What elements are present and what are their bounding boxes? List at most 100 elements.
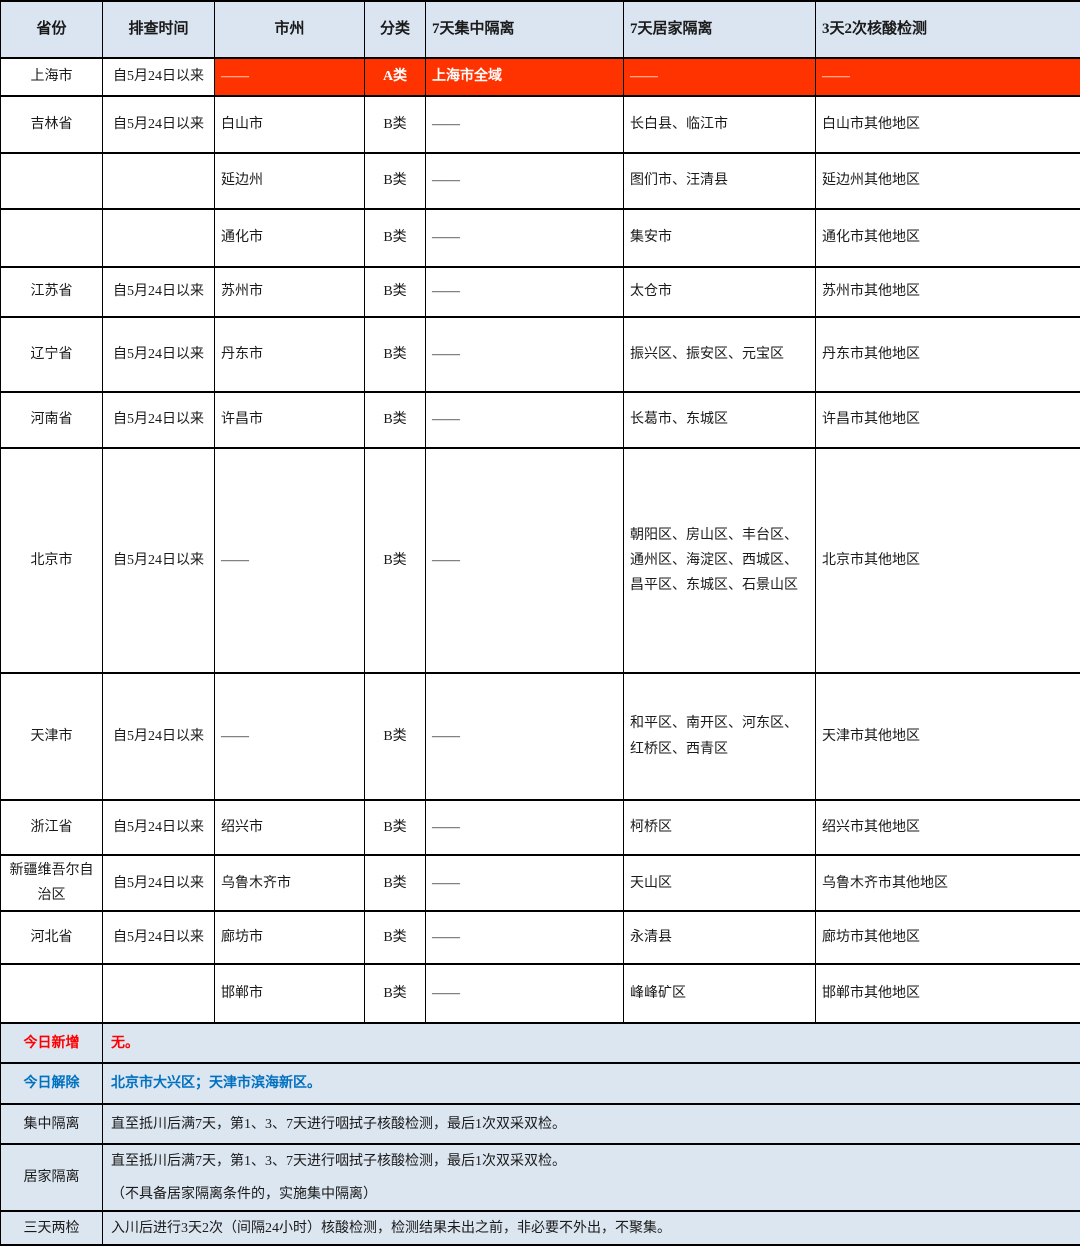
cell-check-time: 自5月24日以来: [103, 673, 215, 800]
cell-nucleic-test-3d2: 天津市其他地区: [816, 673, 1080, 800]
cell-home-quarantine-7d: 朝阳区、房山区、丰台区、通州区、海淀区、西城区、昌平区、东城区、石景山区: [624, 448, 816, 673]
cell-check-time: 自5月24日以来: [103, 58, 215, 96]
cell-home-quarantine-7d: 峰峰矿区: [624, 964, 816, 1023]
cell-home-quarantine-7d: 振兴区、振安区、元宝区: [624, 317, 816, 392]
cell-nucleic-test-3d2: ——: [816, 58, 1080, 96]
header-check-time: 排查时间: [103, 1, 215, 58]
cell-category: B类: [365, 964, 426, 1023]
cell-nucleic-test-3d2: 绍兴市其他地区: [816, 800, 1080, 855]
cell-category: B类: [365, 96, 426, 153]
cell-category: B类: [365, 267, 426, 317]
cell-check-time: 自5月24日以来: [103, 448, 215, 673]
note-content: 无。: [103, 1023, 1080, 1063]
cell-nucleic-test-3d2: 邯郸市其他地区: [816, 964, 1080, 1023]
cell-city: 丹东市: [215, 317, 365, 392]
cell-city: 许昌市: [215, 392, 365, 448]
cell-nucleic-test-3d2: 白山市其他地区: [816, 96, 1080, 153]
note-row: 集中隔离直至抵川后满7天，第1、3、7天进行咽拭子核酸检测，最后1次双采双检。: [1, 1104, 1080, 1144]
cell-nucleic-test-3d2: 廊坊市其他地区: [816, 911, 1080, 964]
cell-city: ——: [215, 448, 365, 673]
note-content-line: 无。: [111, 1031, 1074, 1056]
table-row: 上海市自5月24日以来——A类上海市全域————: [1, 58, 1080, 96]
header-province: 省份: [1, 1, 103, 58]
cell-nucleic-test-3d2: 乌鲁木齐市其他地区: [816, 855, 1080, 911]
header-central-quarantine-7d: 7天集中隔离: [426, 1, 624, 58]
cell-category: A类: [365, 58, 426, 96]
cell-category: B类: [365, 209, 426, 267]
cell-check-time: 自5月24日以来: [103, 96, 215, 153]
table-row: 北京市自5月24日以来——B类——朝阳区、房山区、丰台区、通州区、海淀区、西城区…: [1, 448, 1080, 673]
header-category: 分类: [365, 1, 426, 58]
cell-home-quarantine-7d: 永清县: [624, 911, 816, 964]
cell-province: 江苏省: [1, 267, 103, 317]
cell-city: 苏州市: [215, 267, 365, 317]
note-content-line: 入川后进行3天2次（间隔24小时）核酸检测，检测结果未出之前，非必要不外出，不聚…: [111, 1216, 1074, 1241]
note-content: 直至抵川后满7天，第1、3、7天进行咽拭子核酸检测，最后1次双采双检。: [103, 1104, 1080, 1144]
cell-home-quarantine-7d: 图们市、汪清县: [624, 153, 816, 209]
cell-city: 廊坊市: [215, 911, 365, 964]
cell-central-quarantine-7d: ——: [426, 855, 624, 911]
cell-nucleic-test-3d2: 苏州市其他地区: [816, 267, 1080, 317]
note-label: 今日新增: [1, 1023, 103, 1063]
cell-province: 辽宁省: [1, 317, 103, 392]
cell-category: B类: [365, 448, 426, 673]
cell-city: 延边州: [215, 153, 365, 209]
note-content: 直至抵川后满7天，第1、3、7天进行咽拭子核酸检测，最后1次双采双检。（不具备居…: [103, 1144, 1080, 1211]
cell-province: 北京市: [1, 448, 103, 673]
cell-province: [1, 964, 103, 1023]
cell-home-quarantine-7d: 太仓市: [624, 267, 816, 317]
cell-category: B类: [365, 392, 426, 448]
cell-home-quarantine-7d: 和平区、南开区、河东区、红桥区、西青区: [624, 673, 816, 800]
note-row: 今日新增无。: [1, 1023, 1080, 1063]
cell-province: 天津市: [1, 673, 103, 800]
cell-city: ——: [215, 673, 365, 800]
note-content-line: 直至抵川后满7天，第1、3、7天进行咽拭子核酸检测，最后1次双采双检。: [111, 1112, 1074, 1137]
cell-city: ——: [215, 58, 365, 96]
cell-central-quarantine-7d: ——: [426, 317, 624, 392]
cell-category: B类: [365, 317, 426, 392]
cell-province: 河南省: [1, 392, 103, 448]
note-label: 三天两检: [1, 1211, 103, 1245]
cell-home-quarantine-7d: 集安市: [624, 209, 816, 267]
cell-check-time: 自5月24日以来: [103, 911, 215, 964]
cell-central-quarantine-7d: ——: [426, 267, 624, 317]
cell-home-quarantine-7d: 长葛市、东城区: [624, 392, 816, 448]
cell-city: 绍兴市: [215, 800, 365, 855]
table-notes: 今日新增无。今日解除北京市大兴区；天津市滨海新区。集中隔离直至抵川后满7天，第1…: [1, 1023, 1080, 1245]
table-header: 省份 排查时间 市州 分类 7天集中隔离 7天居家隔离 3天2次核酸检测: [1, 1, 1080, 58]
table-row: 天津市自5月24日以来——B类——和平区、南开区、河东区、红桥区、西青区天津市其…: [1, 673, 1080, 800]
cell-check-time: 自5月24日以来: [103, 800, 215, 855]
cell-category: B类: [365, 673, 426, 800]
note-row: 今日解除北京市大兴区；天津市滨海新区。: [1, 1063, 1080, 1104]
note-label: 居家隔离: [1, 1144, 103, 1211]
cell-nucleic-test-3d2: 北京市其他地区: [816, 448, 1080, 673]
cell-central-quarantine-7d: ——: [426, 153, 624, 209]
note-content: 北京市大兴区；天津市滨海新区。: [103, 1063, 1080, 1104]
cell-city: 通化市: [215, 209, 365, 267]
header-nucleic-test-3d2: 3天2次核酸检测: [816, 1, 1080, 58]
cell-city: 邯郸市: [215, 964, 365, 1023]
cell-city: 白山市: [215, 96, 365, 153]
cell-province: 上海市: [1, 58, 103, 96]
note-row: 居家隔离直至抵川后满7天，第1、3、7天进行咽拭子核酸检测，最后1次双采双检。（…: [1, 1144, 1080, 1211]
cell-central-quarantine-7d: ——: [426, 392, 624, 448]
header-home-quarantine-7d: 7天居家隔离: [624, 1, 816, 58]
cell-check-time: 自5月24日以来: [103, 855, 215, 911]
cell-home-quarantine-7d: ——: [624, 58, 816, 96]
cell-central-quarantine-7d: 上海市全域: [426, 58, 624, 96]
note-label: 集中隔离: [1, 1104, 103, 1144]
cell-check-time: 自5月24日以来: [103, 392, 215, 448]
cell-nucleic-test-3d2: 许昌市其他地区: [816, 392, 1080, 448]
